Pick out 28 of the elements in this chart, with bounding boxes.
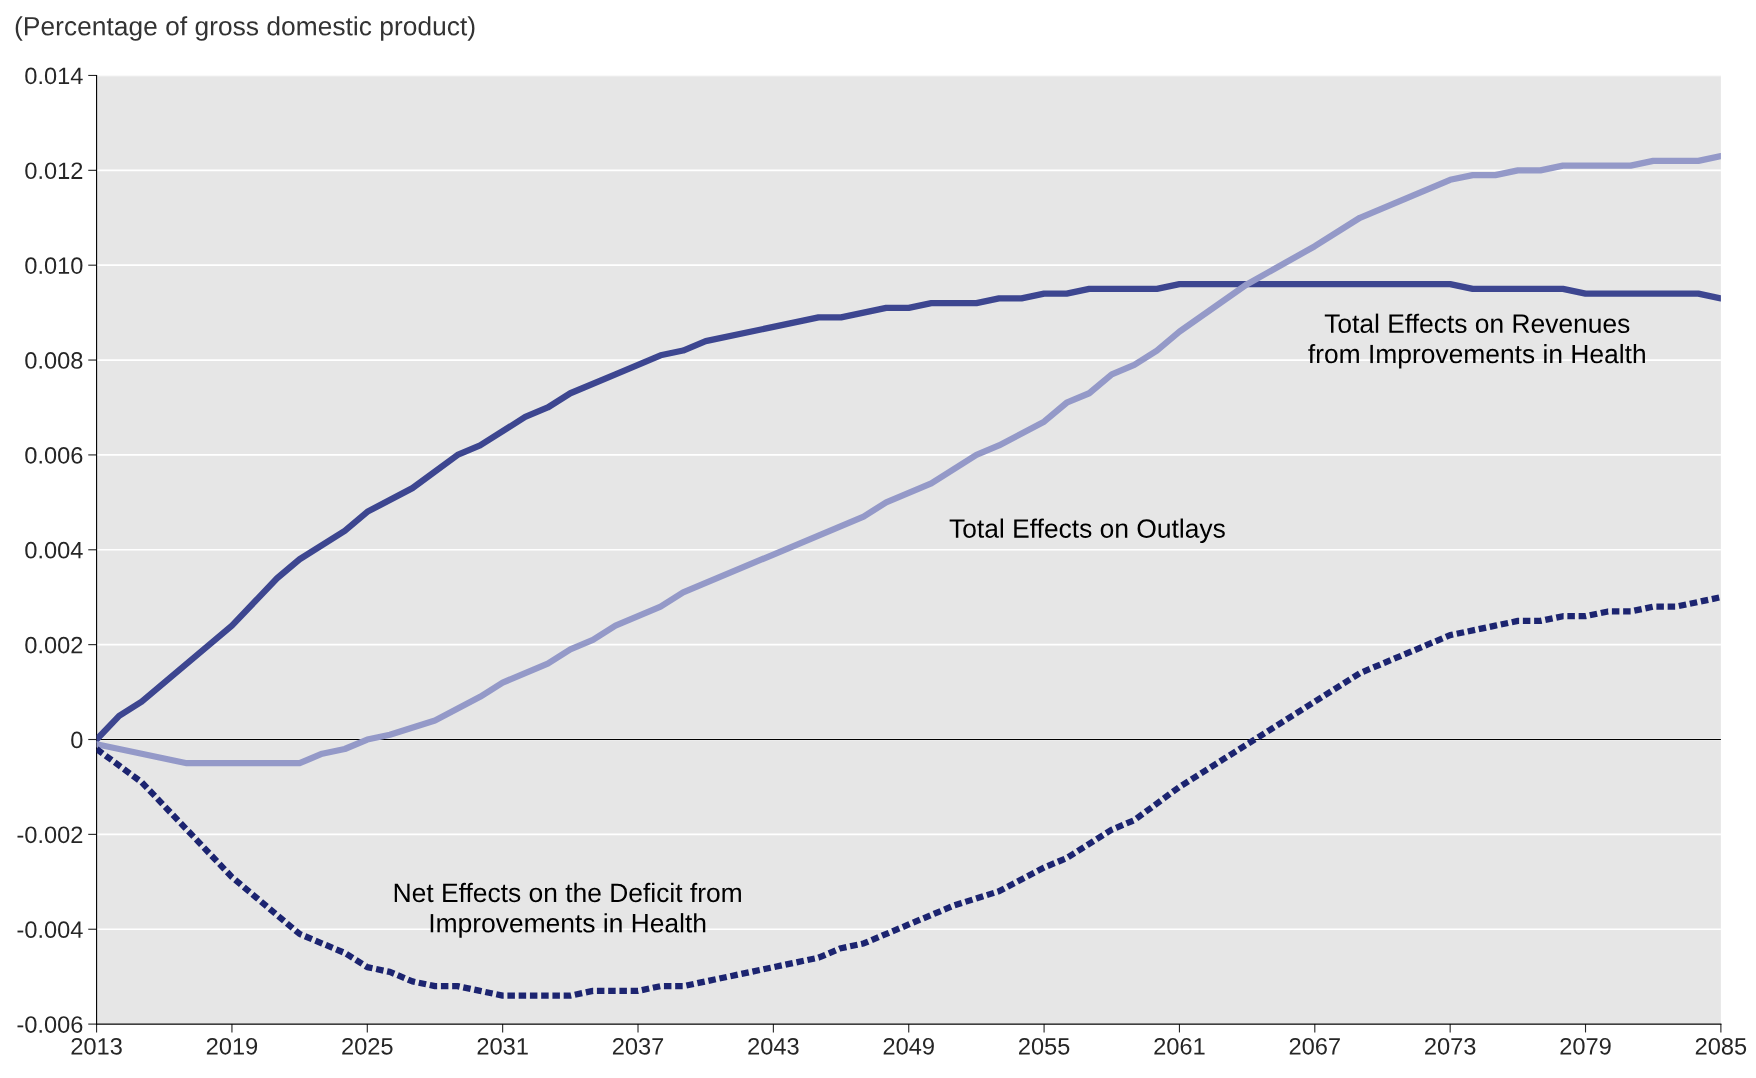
y-tick-label: -0.004 <box>17 921 83 939</box>
x-tick-label: 2061 <box>1154 1037 1205 1055</box>
x-tick-label: 2043 <box>748 1037 799 1055</box>
x-tick-label: 2031 <box>477 1037 528 1055</box>
y-tick-label: 0.010 <box>25 257 83 274</box>
x-tick-label: 2049 <box>883 1037 934 1055</box>
y-tick-label: 0.002 <box>25 636 83 654</box>
x-tick-label: 2025 <box>342 1037 393 1055</box>
x-tick-label: 2013 <box>71 1037 122 1055</box>
y-tick-label: 0.012 <box>25 162 83 180</box>
y-tick-label: 0.014 <box>25 67 83 85</box>
x-tick-label: 2085 <box>1695 1037 1747 1055</box>
y-axis-title: (Percentage of gross domestic product) <box>15 16 475 41</box>
y-tick-label: 0.008 <box>25 352 83 369</box>
y-tick-label: -0.006 <box>17 1016 83 1033</box>
y-tick-label: -0.002 <box>17 826 83 844</box>
series-label: Total Effects on Outlays <box>949 518 1225 544</box>
x-tick-label: 2055 <box>1019 1037 1070 1055</box>
y-tick-label: 0 <box>71 731 83 749</box>
x-tick-label: 2079 <box>1560 1037 1611 1055</box>
series-label: Total Effects on Revenues from Improvements in Health <box>1308 313 1645 369</box>
series-label: Net Effects on the Deficit from Improvements in Health <box>394 882 741 938</box>
y-tick-label: 0.004 <box>25 541 83 559</box>
x-tick-label: 2037 <box>612 1037 664 1055</box>
x-tick-label: 2019 <box>206 1037 258 1055</box>
x-tick-label: 2067 <box>1289 1037 1340 1055</box>
x-tick-label: 2073 <box>1425 1037 1476 1055</box>
y-tick-label: 0.006 <box>25 446 83 464</box>
